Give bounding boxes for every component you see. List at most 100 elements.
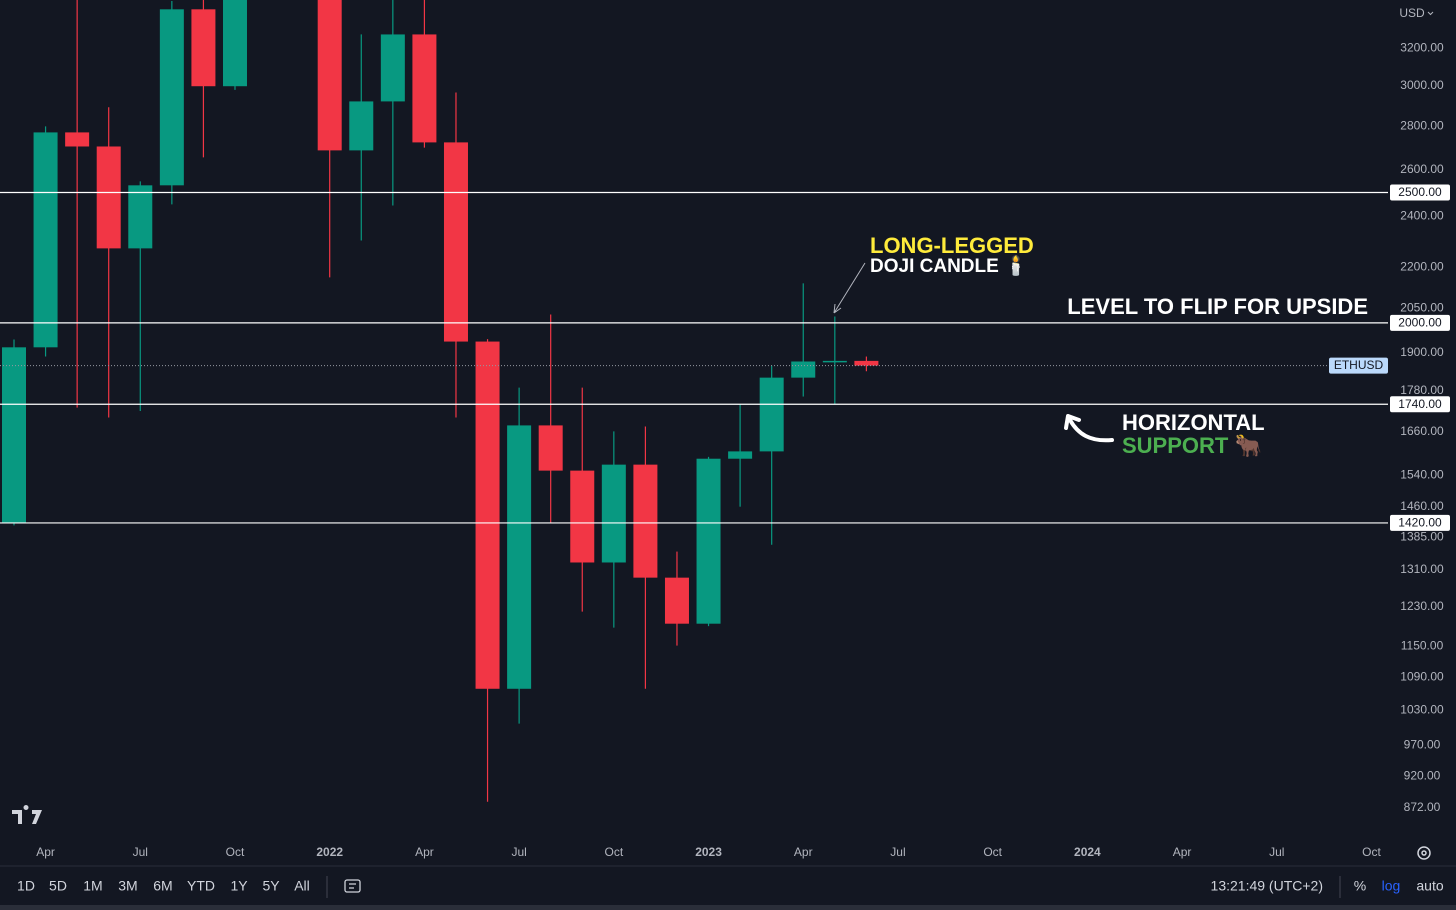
- compare-icon[interactable]: [344, 879, 361, 893]
- x-tick-label: Jul: [890, 845, 905, 859]
- y-tick-label: 1310.00: [1400, 562, 1444, 576]
- annotation-title: HORIZONTAL: [1122, 410, 1265, 435]
- y-tick-label: 1090.00: [1400, 670, 1444, 684]
- range-button[interactable]: 1D: [17, 878, 35, 894]
- y-tick-label: 2400.00: [1400, 209, 1444, 223]
- x-tick-label: Jul: [1269, 845, 1284, 859]
- candle-body: [2, 347, 26, 523]
- symbol-label-box: [1329, 357, 1388, 374]
- y-tick-label: 2050.00: [1400, 301, 1444, 315]
- candle-body: [128, 185, 153, 249]
- y-tick-label: 1780.00: [1400, 383, 1444, 397]
- candle-body: [443, 142, 468, 342]
- x-tick-label: Oct: [604, 845, 623, 859]
- candle-body: [759, 377, 784, 452]
- y-tick-label: 1660.00: [1400, 424, 1444, 438]
- candle-body: [664, 577, 689, 624]
- candle-body: [633, 464, 658, 578]
- candle-body: [696, 458, 721, 624]
- candle-body: [822, 360, 847, 363]
- annotation-arrow: [833, 262, 866, 314]
- candle-body: [96, 146, 121, 249]
- candle-body: [317, 0, 342, 151]
- y-tick-label: 1460.00: [1400, 499, 1444, 513]
- currency-label[interactable]: USD: [1399, 6, 1425, 20]
- candle-body: [475, 341, 500, 689]
- annotation-title: LONG-LEGGED: [870, 233, 1034, 258]
- log-toggle[interactable]: log: [1382, 878, 1401, 894]
- symbol-label: ETHUSD: [1334, 358, 1384, 372]
- clock: 13:21:49 (UTC+2): [1211, 878, 1323, 894]
- auto-toggle[interactable]: auto: [1416, 878, 1443, 894]
- level-label: 1740.00: [1398, 397, 1442, 411]
- range-button[interactable]: 6M: [153, 878, 172, 894]
- x-tick-label: Oct: [1362, 845, 1381, 859]
- currency-chevron: [1427, 11, 1434, 16]
- y-tick-label: 1900.00: [1400, 345, 1444, 359]
- level-label: 2500.00: [1398, 185, 1442, 199]
- candle-body: [33, 132, 58, 348]
- level-label: 1420.00: [1398, 516, 1442, 530]
- range-button[interactable]: 5Y: [262, 878, 280, 894]
- axes: 3200.00 3000.00 2800.00 2600.00 2400.00 2200.…: [36, 40, 1450, 859]
- y-tick-label: 1540.00: [1400, 468, 1444, 482]
- y-tick-label: 1030.00: [1400, 703, 1444, 717]
- y-tick-label: 2600.00: [1400, 162, 1444, 176]
- x-tick-label: 2022: [316, 845, 343, 859]
- range-button[interactable]: All: [294, 878, 310, 894]
- x-tick-label: Apr: [415, 845, 434, 859]
- y-tick-label: 1150.00: [1401, 638, 1444, 652]
- y-tick-label: 1230.00: [1400, 599, 1444, 613]
- annotation-subtitle: SUPPORT 🐂: [1122, 433, 1262, 458]
- x-tick-label: 2023: [695, 845, 722, 859]
- y-tick-label: 2200.00: [1400, 259, 1444, 273]
- y-tick-label: 3200.00: [1400, 40, 1444, 54]
- candle-body: [854, 360, 879, 366]
- x-tick-label: Apr: [36, 845, 55, 859]
- y-tick-label: 970.00: [1404, 738, 1441, 752]
- x-tick-label: Oct: [226, 845, 245, 859]
- plot-area: [0, 0, 1388, 802]
- candle-body: [65, 132, 90, 147]
- y-tick-label: 3000.00: [1400, 78, 1444, 92]
- candle-body: [191, 9, 216, 87]
- toolbar-bottom: [0, 905, 1456, 910]
- x-tick-label: Jul: [511, 845, 526, 859]
- annotation-subtitle: DOJI CANDLE 🕯️: [870, 254, 1028, 277]
- y-tick-label: 920.00: [1404, 769, 1441, 783]
- range-button[interactable]: 1Y: [230, 878, 248, 894]
- candle-body: [412, 34, 437, 143]
- candle-body: [601, 464, 626, 563]
- tradingview-logo: [12, 804, 42, 824]
- toolbar: 1D 5D 1M 3M 6M YTD 1Y 5Y All 13:21:49 (UTC+2)% log…: [17, 878, 1444, 894]
- settings-icon[interactable]: [1417, 846, 1431, 860]
- candle-body: [570, 470, 595, 563]
- level-label-box: [1390, 314, 1450, 331]
- annotation-arrow: [1064, 414, 1114, 443]
- range-button[interactable]: 3M: [118, 878, 137, 894]
- range-button[interactable]: 1M: [83, 878, 102, 894]
- x-tick-label: Oct: [983, 845, 1002, 859]
- level-label-box: [1390, 514, 1450, 531]
- candle-body: [349, 101, 374, 151]
- candle-body: [728, 451, 753, 459]
- candle-body: [222, 0, 247, 87]
- candle-body: [791, 361, 816, 378]
- x-tick-label: 2024: [1074, 845, 1101, 859]
- level-label: 2000.00: [1398, 316, 1442, 330]
- level-label-box: [1390, 396, 1450, 413]
- candle-body: [159, 9, 184, 186]
- level-label-box: [1390, 184, 1450, 201]
- range-button[interactable]: 5D: [49, 878, 67, 894]
- candle-body: [380, 34, 405, 102]
- x-tick-label: Apr: [794, 845, 813, 859]
- candle-body: [538, 425, 563, 471]
- y-tick-label: 2800.00: [1400, 118, 1444, 132]
- x-tick-label: Apr: [1173, 845, 1192, 859]
- y-tick-label: 872.00: [1404, 800, 1441, 814]
- range-button[interactable]: YTD: [187, 878, 215, 894]
- y-tick-label: 1385.00: [1400, 530, 1444, 544]
- percent-toggle[interactable]: %: [1354, 878, 1366, 894]
